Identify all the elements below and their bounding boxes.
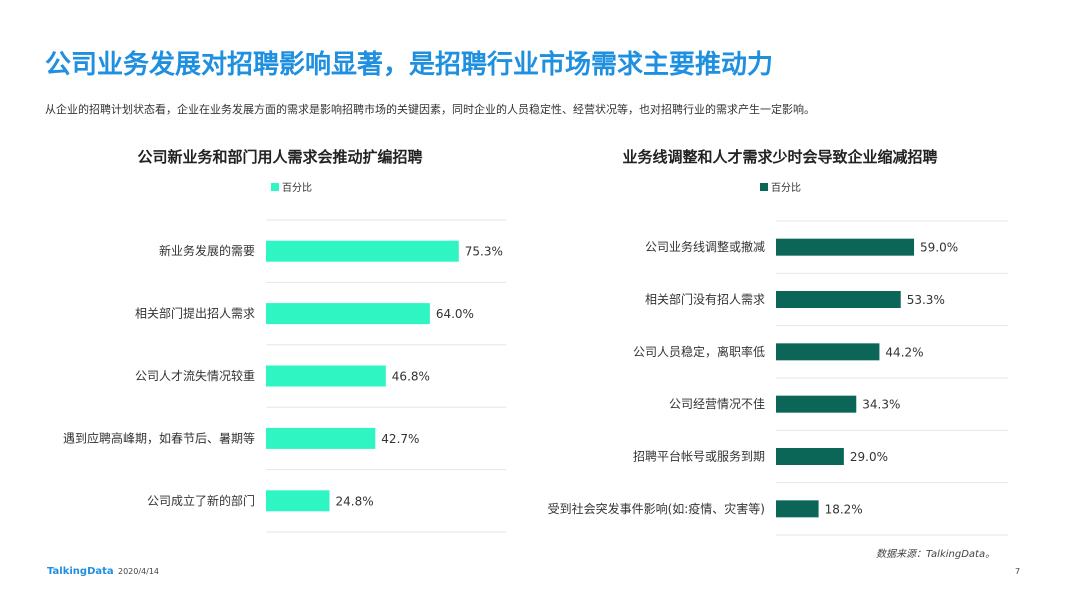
- category-label: 公司业务线调整或撤减: [645, 239, 765, 254]
- bar: [266, 365, 386, 387]
- data-label: 46.8%: [392, 370, 430, 384]
- data-label: 53.3%: [907, 293, 945, 307]
- page-subtitle: 从企业的招聘计划状态看，企业在业务发展方面的需求是影响招聘市场的关键因素，同时企…: [45, 103, 815, 116]
- category-label: 新业务发展的需要: [159, 243, 255, 258]
- data-label: 24.8%: [335, 494, 373, 508]
- left-chart-legend: 百分比: [271, 179, 312, 194]
- bar: [266, 303, 430, 325]
- category-label: 受到社会突发事件影响(如:疫情、灾害等): [548, 501, 765, 516]
- data-label: 18.2%: [825, 502, 863, 516]
- bar: [776, 343, 880, 361]
- right-chart-title: 业务线调整和人才需求少时会导致企业缩减招聘: [622, 148, 938, 166]
- right-chart: 业务线调整和人才需求少时会导致企业缩减招聘 百分比 公司业务线调整或撤减 59.0…: [530, 140, 1030, 540]
- right-chart-legend: 百分比: [760, 179, 801, 194]
- category-label: 公司经营情况不佳: [669, 397, 765, 411]
- bar: [776, 238, 915, 256]
- footer-date: 2020/4/14: [118, 567, 160, 576]
- category-label: 公司人才流失情况较重: [135, 368, 255, 383]
- category-label: 相关部门提出招人需求: [135, 306, 255, 321]
- bar: [776, 291, 901, 308]
- bar: [776, 395, 857, 413]
- category-label: 公司成立了新的部门: [147, 493, 255, 508]
- data-source-note: 数据来源：TalkingData。: [876, 549, 996, 560]
- category-label: 招聘平台帐号或服务到期: [633, 449, 765, 464]
- data-label: 44.2%: [885, 345, 923, 359]
- talkingdata-logo: TalkingData: [47, 566, 114, 577]
- page-number: 7: [1015, 567, 1021, 576]
- legend-swatch: [760, 182, 768, 191]
- data-label: 75.3%: [465, 245, 503, 259]
- data-label: 42.7%: [381, 432, 419, 446]
- category-label: 相关部门没有招人需求: [645, 292, 765, 307]
- bar: [776, 448, 844, 465]
- data-label: 34.3%: [862, 398, 900, 412]
- data-label: 29.0%: [850, 450, 888, 464]
- legend-label: 百分比: [282, 183, 312, 194]
- category-label: 公司人员稳定，离职率低: [633, 344, 765, 359]
- right-chart-plot: 公司业务线调整或撤减 59.0% 相关部门没有招人需求 53.3% 公司人员稳定，离职率…: [548, 220, 1008, 536]
- bar: [266, 427, 376, 449]
- data-label: 64.0%: [436, 307, 474, 321]
- left-chart-plot: 新业务发展的需要 75.3% 相关部门提出招人需求 64.0% 公司人才流失情况较重 46…: [63, 219, 506, 533]
- category-label: 遇到应聘高峰期，如春节后、暑期等: [63, 430, 255, 445]
- bar: [776, 500, 819, 518]
- left-chart: 公司新业务和部门用人需求会推动扩编招聘 百分比 新业务发展的需要 75.3% 相关部…: [40, 140, 520, 540]
- page-title: 公司业务发展对招聘影响显著，是招聘行业市场需求主要推动力: [45, 50, 774, 80]
- bar: [266, 240, 459, 262]
- legend-swatch: [271, 182, 279, 191]
- left-chart-title: 公司新业务和部门用人需求会推动扩编招聘: [137, 148, 423, 166]
- bar: [266, 490, 330, 512]
- data-label: 59.0%: [920, 241, 958, 255]
- legend-label: 百分比: [771, 183, 801, 194]
